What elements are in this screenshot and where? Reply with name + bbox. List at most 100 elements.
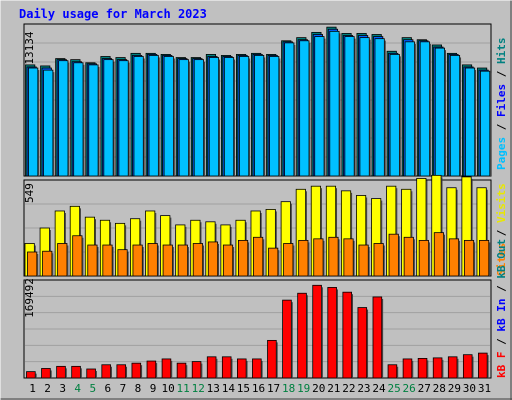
bar-sites-day-17 <box>268 247 280 277</box>
x-tick-label-day-10: 10 <box>161 382 174 395</box>
bar-sites-day-18 <box>283 243 295 277</box>
bar-sites-day-4 <box>72 235 84 277</box>
bar-sites-day-20 <box>313 238 325 277</box>
bar-sites-day-22 <box>343 238 355 277</box>
bar-pages-day-20 <box>314 36 326 177</box>
bar-sites-day-15 <box>238 239 250 277</box>
bar-pages-day-6 <box>103 59 115 177</box>
x-tick-label-day-18: 18 <box>282 382 295 395</box>
x-tick-label-day-8: 8 <box>135 382 142 395</box>
bar-kbf-day-16 <box>252 358 263 379</box>
bar-kbf-day-10 <box>161 358 173 379</box>
x-tick-label-day-6: 6 <box>105 382 112 395</box>
bar-kbf-day-25 <box>387 364 399 379</box>
bar-kbf-day-2 <box>41 368 52 379</box>
bar-pages-day-30 <box>464 67 477 177</box>
bar-kbf-day-18 <box>282 299 293 379</box>
x-tick-label-day-30: 30 <box>463 382 476 395</box>
bar-sites-day-2 <box>42 250 54 277</box>
bar-kbf-day-30 <box>462 354 474 379</box>
bar-sites-day-19 <box>298 239 310 277</box>
bar-pages-day-13 <box>208 57 221 177</box>
bar-pages-day-26 <box>404 41 416 177</box>
bar-kbf-day-6 <box>101 364 112 379</box>
x-tick-label-day-31: 31 <box>478 382 491 395</box>
bar-pages-day-7 <box>118 60 130 177</box>
bar-kbf-day-9 <box>146 360 158 379</box>
x-tick-label-day-29: 29 <box>448 382 461 395</box>
bar-kbf-day-3 <box>56 365 67 379</box>
bar-pages-day-21 <box>329 30 341 177</box>
bar-pages-day-28 <box>434 47 446 177</box>
bar-sites-day-16 <box>253 236 265 277</box>
x-tick-label-day-5: 5 <box>89 382 96 395</box>
bar-kbf-day-29 <box>447 356 459 379</box>
x-tick-label-day-14: 14 <box>222 382 236 395</box>
bar-pages-day-2 <box>43 69 55 177</box>
x-tick-label-day-7: 7 <box>120 382 127 395</box>
x-tick-label-day-21: 21 <box>327 382 340 395</box>
legend-sites-visits: Sites / Visits <box>495 183 508 276</box>
bar-sites-day-5 <box>87 244 99 277</box>
x-tick-label-day-1: 1 <box>29 382 36 395</box>
bar-pages-day-9 <box>148 55 160 177</box>
bar-sites-day-21 <box>328 236 340 277</box>
bar-kbf-day-14 <box>221 356 233 379</box>
bar-sites-day-1 <box>27 251 39 277</box>
bar-sites-day-6 <box>102 244 114 277</box>
x-tick-label-day-28: 28 <box>433 382 446 395</box>
bar-kbf-day-7 <box>116 364 128 379</box>
bar-kbf-day-8 <box>131 362 143 379</box>
bar-pages-day-3 <box>58 60 70 177</box>
bar-sites-day-31 <box>479 239 491 277</box>
bar-sites-day-27 <box>418 239 430 277</box>
bar-pages-day-22 <box>344 36 356 177</box>
bar-sites-day-26 <box>403 236 415 277</box>
x-tick-label-day-23: 23 <box>357 382 370 395</box>
bar-pages-day-17 <box>269 56 281 177</box>
bar-pages-day-25 <box>389 54 401 177</box>
x-tick-label-day-15: 15 <box>237 382 250 395</box>
x-tick-label-day-27: 27 <box>418 382 431 395</box>
bar-sites-day-28 <box>433 232 445 277</box>
bar-pages-day-8 <box>133 56 145 177</box>
bar-pages-day-27 <box>419 41 431 177</box>
bar-sites-day-30 <box>463 239 476 277</box>
bar-pages-day-4 <box>73 62 85 177</box>
bar-sites-day-7 <box>117 249 129 277</box>
bar-pages-day-31 <box>480 70 492 177</box>
bar-kbf-day-26 <box>402 358 414 379</box>
bar-pages-day-29 <box>449 55 462 177</box>
x-tick-label-day-2: 2 <box>44 382 51 395</box>
bar-kbf-day-13 <box>206 356 218 379</box>
bar-kbf-day-22 <box>342 291 353 379</box>
bar-kbf-day-20 <box>312 284 323 379</box>
bar-sites-day-24 <box>373 243 385 277</box>
bar-sites-day-25 <box>388 233 400 277</box>
legend-pages-files-hits: Pages / Files / Hits <box>495 38 508 171</box>
bar-pages-day-16 <box>254 55 266 177</box>
x-tick-label-day-3: 3 <box>59 382 66 395</box>
bar-pages-day-24 <box>374 38 386 177</box>
bar-pages-day-10 <box>163 56 175 177</box>
bar-pages-day-11 <box>178 59 190 177</box>
bar-sites-day-13 <box>207 241 220 277</box>
bar-sites-day-8 <box>132 244 144 277</box>
bar-sites-day-14 <box>222 244 235 277</box>
bar-sites-day-23 <box>358 244 370 277</box>
x-tick-label-day-22: 22 <box>342 382 355 395</box>
bar-sites-day-29 <box>448 238 461 277</box>
y-tick-label-3: 169492 <box>23 278 36 318</box>
bar-sites-day-11 <box>177 244 189 277</box>
x-tick-label-day-17: 17 <box>267 382 280 395</box>
bar-pages-day-5 <box>88 64 100 177</box>
bar-pages-day-1 <box>28 67 40 177</box>
x-tick-label-day-11: 11 <box>177 382 190 395</box>
bar-sites-day-9 <box>147 243 159 277</box>
chart-title: Daily usage for March 2023 <box>19 7 207 21</box>
bar-pages-day-12 <box>193 59 205 177</box>
bar-kbf-day-23 <box>357 307 369 379</box>
bar-kbf-day-28 <box>432 357 444 379</box>
bar-kbf-day-11 <box>176 362 188 379</box>
